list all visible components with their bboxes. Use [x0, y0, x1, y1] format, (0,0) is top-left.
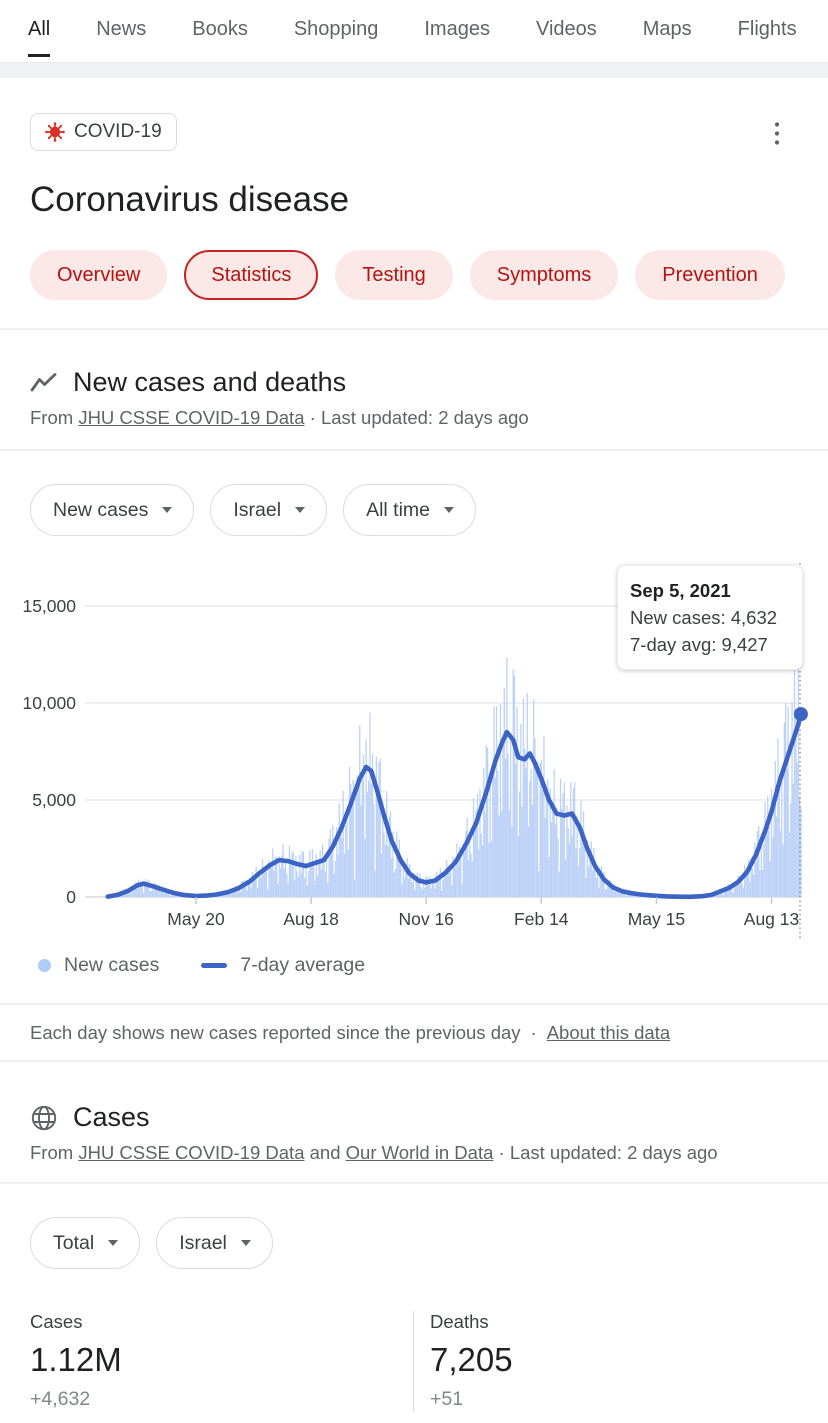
- jhu-data-link[interactable]: JHU CSSE COVID-19 Data: [78, 1142, 305, 1163]
- topic-tabs: Overview Statistics Testing Symptoms Pre…: [30, 250, 828, 300]
- section-divider: [0, 1182, 828, 1184]
- nav-tab-books[interactable]: Books: [192, 18, 248, 40]
- section-divider: [0, 1060, 828, 1062]
- tooltip-avg: 7-day avg: 9,427: [630, 634, 768, 655]
- globe-icon: [30, 1104, 58, 1132]
- attr-prefix: From: [30, 407, 79, 428]
- cases-stat-value: 1.12M: [30, 1341, 122, 1378]
- nav-tab-all[interactable]: All: [28, 16, 51, 57]
- legend-item-new-cases: New cases: [38, 954, 159, 977]
- chevron-down-icon: [108, 1240, 119, 1246]
- cases-stat-label: Cases: [30, 1311, 83, 1332]
- region-dropdown[interactable]: Israel: [210, 484, 328, 536]
- nav-tab-maps[interactable]: Maps: [642, 18, 692, 40]
- tooltip-date: Sep 5, 2021: [630, 580, 731, 601]
- metric-dropdown[interactable]: New cases: [30, 484, 195, 536]
- region-dropdown-value: Israel: [179, 1231, 227, 1254]
- svg-text:May 15: May 15: [628, 909, 685, 929]
- region-dropdown-value: Israel: [233, 498, 282, 521]
- svg-text:May 20: May 20: [167, 909, 225, 929]
- covid-chip-label: COVID-19: [74, 121, 162, 142]
- attr-middle: and: [304, 1142, 346, 1163]
- nav-tab-shopping[interactable]: Shopping: [293, 18, 379, 40]
- owid-link[interactable]: Our World in Data: [345, 1142, 494, 1163]
- legend-label: New cases: [64, 954, 160, 976]
- section-divider: [0, 328, 828, 330]
- deaths-stat-value: 7,205: [430, 1341, 513, 1378]
- section-title-new-cases: New cases and deaths: [73, 367, 347, 397]
- total-dropdown[interactable]: Total: [30, 1217, 141, 1269]
- chevron-down-icon: [162, 507, 173, 513]
- attr-suffix: · Last updated: 2 days ago: [493, 1142, 718, 1163]
- section-divider: [0, 1003, 828, 1005]
- tab-overview[interactable]: Overview: [30, 250, 168, 300]
- chart-footnote: Each day shows new cases reported since …: [30, 1005, 798, 1060]
- svg-text:0: 0: [66, 887, 76, 907]
- attr-prefix: From: [30, 1142, 79, 1163]
- cases-chart-svg[interactable]: 0 5,000 10,000 15,000 May 20 Aug 18 Nov 16 Feb …: [0, 560, 828, 940]
- cases-stat: Cases 1.12M +4,632: [30, 1311, 413, 1411]
- legend-label: 7-day average: [240, 954, 366, 976]
- legend-item-7day-avg: 7-day average: [201, 954, 365, 977]
- svg-text:Aug 13: Aug 13: [744, 909, 799, 929]
- deaths-stat-delta: +51: [430, 1388, 464, 1410]
- coronavirus-icon: [45, 122, 65, 142]
- new-cases-swatch: [38, 959, 51, 972]
- svg-text:Aug 18: Aug 18: [283, 909, 338, 929]
- section-divider: [0, 449, 828, 451]
- svg-text:Feb 14: Feb 14: [514, 909, 569, 929]
- search-nav: All News Books Shopping Images Videos Ma…: [0, 0, 828, 57]
- deaths-stat-label: Deaths: [430, 1311, 489, 1332]
- chart-tooltip: Sep 5, 2021 New cases: 4,632 7-day avg: …: [617, 565, 803, 670]
- footnote-text: Each day shows new cases reported since …: [30, 1022, 521, 1043]
- attr-suffix: · Last updated: 2 days ago: [304, 407, 529, 428]
- trend-chart-icon: [30, 371, 58, 395]
- tab-symptoms[interactable]: Symptoms: [469, 250, 619, 300]
- data-attribution: From JHU CSSE COVID-19 Data · Last updat…: [30, 407, 798, 429]
- covid-19-chip[interactable]: COVID-19: [30, 113, 177, 151]
- chevron-down-icon: [240, 1240, 251, 1246]
- region-dropdown-cases[interactable]: Israel: [156, 1217, 273, 1269]
- svg-text:10,000: 10,000: [22, 693, 76, 713]
- about-this-data-link[interactable]: About this data: [546, 1022, 671, 1043]
- avg-line-swatch: [201, 963, 228, 968]
- tooltip-new-cases: New cases: 4,632: [630, 607, 778, 628]
- nav-tab-images[interactable]: Images: [424, 18, 490, 40]
- section-title-cases: Cases: [73, 1102, 150, 1132]
- nav-tab-flights[interactable]: Flights: [737, 18, 797, 40]
- jhu-data-link[interactable]: JHU CSSE COVID-19 Data: [78, 407, 305, 428]
- total-dropdown-value: Total: [53, 1231, 95, 1254]
- vertical-dots-icon: [774, 122, 780, 145]
- cases-stat-delta: +4,632: [30, 1388, 91, 1410]
- nav-tab-news[interactable]: News: [96, 18, 147, 40]
- header-divider-band: [0, 62, 828, 78]
- tab-statistics[interactable]: Statistics: [184, 250, 319, 300]
- chevron-down-icon: [295, 507, 306, 513]
- page-title: Coronavirus disease: [30, 180, 350, 219]
- metric-dropdown-value: New cases: [53, 498, 149, 521]
- svg-text:15,000: 15,000: [22, 596, 76, 616]
- chart-legend: New cases 7-day average: [30, 954, 798, 977]
- deaths-stat: Deaths 7,205 +51: [413, 1311, 798, 1411]
- svg-text:5,000: 5,000: [32, 790, 76, 810]
- cases-attribution: From JHU CSSE COVID-19 Data and Our Worl…: [30, 1142, 798, 1164]
- tab-prevention[interactable]: Prevention: [635, 250, 785, 300]
- more-options-button[interactable]: [770, 117, 784, 156]
- chevron-down-icon: [444, 507, 454, 513]
- nav-tab-videos[interactable]: Videos: [535, 18, 597, 40]
- new-cases-chart[interactable]: 0 5,000 10,000 15,000 May 20 Aug 18 Nov 16 Feb …: [0, 560, 828, 940]
- stats-row: Cases 1.12M +4,632 Deaths 7,205 +51: [30, 1311, 798, 1411]
- svg-text:Nov 16: Nov 16: [398, 909, 453, 929]
- tab-testing[interactable]: Testing: [335, 250, 453, 300]
- time-range-dropdown[interactable]: All time: [343, 484, 476, 536]
- footnote-separator: ·: [530, 1022, 537, 1043]
- time-range-dropdown-value: All time: [366, 498, 430, 521]
